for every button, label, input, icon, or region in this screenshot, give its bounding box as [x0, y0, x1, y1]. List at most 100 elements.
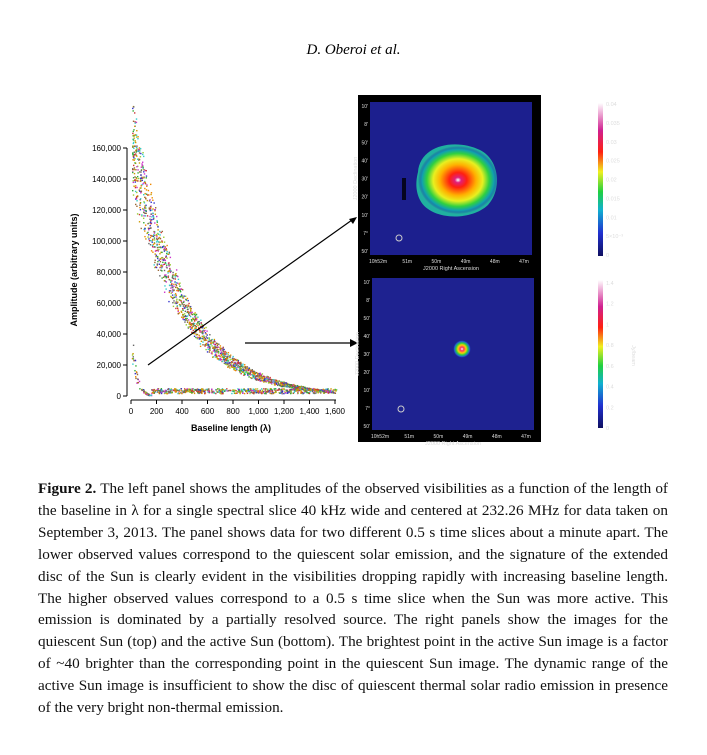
- scatter-dot: [286, 390, 288, 392]
- colorbar-tick-label: 0.025: [606, 159, 620, 165]
- scatter-dot: [175, 286, 177, 289]
- scatter-dot: [210, 339, 212, 342]
- scatter-dot: [257, 391, 259, 394]
- scatter-dot: [232, 365, 235, 367]
- colorbar-tick-label: 0.02: [606, 178, 617, 184]
- scatter-dot: [170, 287, 172, 289]
- scatter-dot: [188, 390, 191, 392]
- scatter-cloud: [131, 105, 338, 397]
- scatter-dot: [252, 370, 255, 373]
- scatter-dot: [179, 285, 181, 287]
- scatter-dot: [220, 391, 222, 394]
- scatter-dot: [153, 202, 155, 204]
- scatter-dot: [332, 390, 334, 393]
- scatter-dot: [259, 377, 261, 379]
- scatter-dot: [187, 319, 190, 321]
- scatter-dot: [252, 389, 254, 392]
- scatter-dot: [251, 368, 253, 371]
- scatter-dot: [135, 195, 138, 198]
- scatter-dot: [133, 147, 135, 150]
- scatter-dot: [197, 327, 200, 329]
- scatter-dot: [291, 387, 293, 389]
- scatter-dot: [176, 275, 178, 277]
- scatter-dot: [241, 366, 244, 368]
- scatter-dot: [258, 375, 260, 377]
- scatter-dot: [243, 374, 245, 377]
- dec-tick-label: 40': [363, 334, 370, 340]
- scatter-dot: [203, 327, 206, 330]
- scatter-dot: [157, 237, 160, 240]
- scatter-dot: [322, 390, 324, 393]
- scatter-dot: [218, 390, 220, 392]
- scatter-dot: [225, 389, 227, 391]
- scatter-dot: [241, 388, 243, 391]
- scatter-dot: [163, 258, 165, 260]
- scatter-dot: [143, 169, 145, 171]
- x-tick-label: 1,200: [274, 407, 295, 416]
- scatter-dot: [327, 392, 330, 394]
- scatter-dot: [141, 389, 143, 392]
- scatter-dot: [274, 379, 276, 382]
- scatter-dot: [289, 392, 292, 395]
- scatter-dot: [201, 390, 204, 393]
- scatter-dot: [319, 390, 322, 393]
- scatter-dot: [137, 378, 139, 380]
- scatter-dot: [165, 248, 167, 250]
- scatter-dot: [146, 194, 149, 196]
- scatter-dot: [304, 387, 307, 390]
- scatter-dot: [187, 308, 189, 311]
- scatter-dot: [250, 389, 253, 392]
- scatter-dot: [253, 374, 256, 376]
- scatter-dot: [293, 383, 295, 386]
- scatter-dot: [250, 391, 252, 393]
- dec-tick-label: 30': [361, 177, 368, 183]
- scatter-dot: [192, 390, 195, 392]
- scatter-dot: [299, 386, 301, 388]
- scatter-dot: [161, 391, 163, 394]
- scatter-dot: [135, 121, 138, 124]
- scatter-dot: [151, 392, 153, 395]
- scatter-dot: [134, 369, 136, 372]
- scatter-dot: [235, 392, 237, 395]
- scatter-dot: [137, 136, 139, 138]
- scatter-dot: [313, 390, 316, 393]
- scatter-dot: [230, 362, 232, 364]
- x-axis-label: Baseline length (λ): [191, 423, 271, 433]
- scatter-dot: [182, 309, 184, 311]
- ra-tick-label: 49m: [461, 259, 471, 265]
- scatter-dot: [174, 274, 177, 276]
- scatter-dot: [188, 313, 190, 316]
- scatter-dot: [238, 389, 240, 391]
- ra-label: J2000 Right Ascension: [423, 266, 479, 272]
- scatter-dot: [233, 368, 235, 371]
- scatter-dot: [264, 392, 266, 395]
- scatter-dot: [274, 382, 276, 385]
- scatter-dot: [224, 353, 226, 355]
- scatter-dot: [149, 183, 152, 186]
- scatter-dot: [329, 389, 332, 392]
- scatter-dot: [138, 380, 141, 383]
- scatter-dot: [135, 118, 138, 120]
- scatter-dot: [182, 390, 184, 392]
- scatter-dot: [135, 376, 137, 378]
- scatter-dot: [141, 164, 144, 167]
- scatter-dot: [136, 200, 138, 202]
- scatter-dot: [296, 388, 298, 390]
- scatter-dot: [277, 380, 279, 382]
- scatter-dot: [189, 306, 191, 308]
- scatter-dot: [240, 372, 242, 375]
- scatter-dot: [201, 392, 203, 395]
- scatter-dot: [243, 373, 246, 376]
- scatter-dot: [211, 391, 214, 393]
- scatter-dot: [329, 391, 332, 393]
- scatter-dot: [153, 242, 156, 245]
- scatter-dot: [335, 390, 337, 392]
- scatter-dot: [143, 177, 145, 179]
- scatter-dot: [215, 392, 217, 395]
- dec-tick-label: 30': [363, 352, 370, 358]
- scatter-dot: [228, 365, 230, 367]
- scatter-dot: [264, 376, 266, 379]
- scatter-dot: [144, 228, 146, 230]
- scatter-dot: [261, 373, 264, 375]
- scatter-dot: [258, 392, 260, 394]
